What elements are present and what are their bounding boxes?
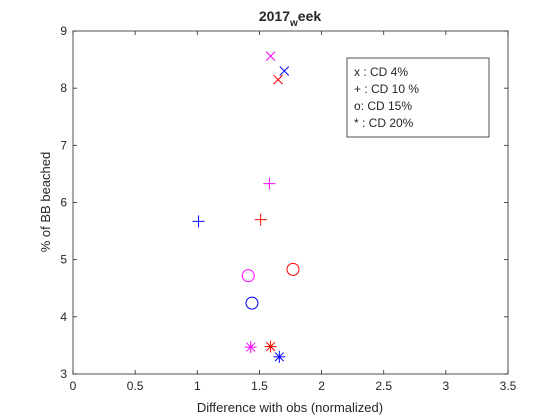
data-point-plus-red — [254, 213, 267, 226]
x-tick-label: 2 — [318, 379, 325, 393]
legend-entry-cd15: o: CD 15% — [354, 99, 412, 113]
legend-entry-cd10: + : CD 10 % — [354, 82, 419, 96]
x-tick-label: 1.5 — [251, 379, 268, 393]
x-tick-label: 2.5 — [375, 379, 392, 393]
data-points — [192, 51, 300, 363]
data-point-circle-magenta — [241, 269, 255, 283]
data-point-x-blue — [279, 66, 290, 76]
y-tick-label: 4 — [60, 310, 67, 324]
data-point-plus-blue — [192, 215, 205, 228]
y-axis-label: % of BB beached — [38, 152, 53, 252]
chart-title: 2017week — [259, 8, 322, 29]
legend-entry-cd20: * : CD 20% — [354, 116, 414, 130]
x-axis-label: Difference with obs (normalized) — [197, 400, 383, 415]
y-axis-ticks: 3 4 5 6 7 8 9 — [60, 24, 508, 381]
x-tick-label: 3.5 — [500, 379, 517, 393]
legend: x : CD 4% + : CD 10 % o: CD 15% * : CD 2… — [346, 57, 490, 138]
data-point-plus-magenta — [263, 177, 276, 190]
data-point-x-magenta — [265, 51, 276, 62]
x-tick-label: 0 — [70, 379, 77, 393]
x-tick-label: 3 — [443, 379, 450, 393]
x-axis-ticks: 0 0.5 1 1.5 2 2.5 3 3.5 — [70, 31, 517, 393]
legend-entry-cd4: x : CD 4% — [354, 65, 408, 79]
y-tick-label: 3 — [60, 367, 67, 381]
data-point-circle-blue — [245, 296, 259, 310]
data-point-circle-red — [286, 262, 300, 276]
data-point-star-red — [264, 340, 277, 353]
data-point-x-red — [273, 74, 283, 85]
y-tick-label: 6 — [60, 196, 67, 210]
y-tick-label: 9 — [60, 24, 67, 38]
y-tick-label: 7 — [60, 138, 67, 152]
y-tick-label: 5 — [60, 253, 67, 267]
data-point-star-magenta — [244, 341, 257, 354]
y-tick-label: 8 — [60, 81, 67, 95]
x-tick-label: 1 — [194, 379, 201, 393]
data-point-star-blue — [273, 350, 286, 363]
legend-box — [346, 57, 490, 138]
x-tick-label: 0.5 — [127, 379, 144, 393]
